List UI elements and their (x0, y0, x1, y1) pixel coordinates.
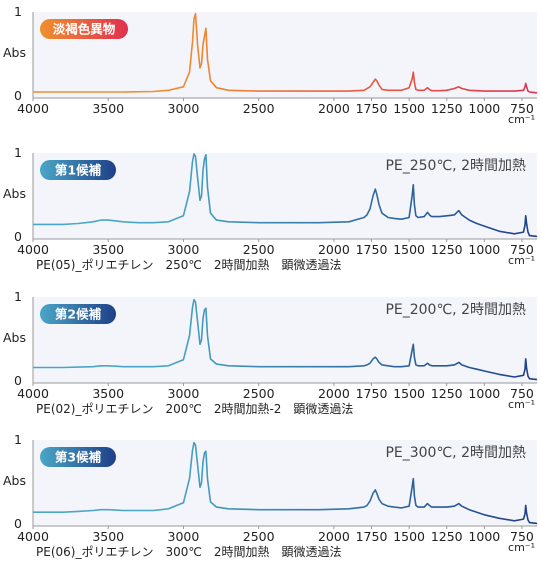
x-tick-label: 1250 (431, 242, 463, 257)
x-tick-label: 1750 (356, 242, 388, 257)
x-tick-label: 4000 (17, 386, 49, 401)
y-tick-label: 0 (14, 229, 22, 244)
x-tick-label: 4000 (17, 242, 49, 257)
x-tick-label: 1500 (393, 386, 425, 401)
x-tick-label: 4000 (17, 101, 49, 116)
x-tick-label: 2000 (318, 242, 350, 257)
x-tick-label: 1000 (468, 101, 500, 116)
x-tick-label: 750 (510, 529, 534, 544)
y-tick-label: 1 (14, 4, 22, 19)
x-tick-label: 1500 (393, 242, 425, 257)
x-tick-label: 1500 (393, 101, 425, 116)
x-axis-unit: cm⁻¹ (508, 398, 535, 411)
sample-caption: PE(02)_ポリエチレン 200℃ 2時間加熱-2 顕微透過法 (36, 402, 353, 416)
condition-label: PE_200℃, 2時間加熱 (385, 302, 526, 318)
x-tick-label: 3500 (92, 529, 124, 544)
badge-label: 第1候補 (55, 163, 102, 178)
x-tick-label: 3000 (168, 386, 200, 401)
badge (40, 160, 116, 180)
x-tick-label: 1250 (431, 386, 463, 401)
x-tick-label: 3000 (168, 242, 200, 257)
y-tick-label: 1 (14, 432, 22, 447)
sample-caption: PE(05)_ポリエチレン 250℃ 2時間加熱 顕微透過法 (36, 258, 341, 272)
x-tick-label: 750 (510, 242, 534, 257)
badge-label: 第2候補 (55, 307, 102, 322)
x-tick-label: 1000 (468, 386, 500, 401)
spectrum-panel-3: 1 0 Abs 4000 3500 3000 2500 2000 1750 1500 1250 100… (3, 289, 538, 416)
x-tick-label: 750 (510, 386, 534, 401)
y-tick-label: 0 (14, 516, 22, 531)
x-tick-label: 2000 (318, 386, 350, 401)
x-axis-unit: cm⁻¹ (508, 254, 535, 267)
spectrum-line (33, 153, 538, 238)
x-tick-label: 2000 (318, 529, 350, 544)
x-axis-unit: cm⁻¹ (508, 541, 535, 554)
y-tick-label: 0 (14, 373, 22, 388)
x-tick-label: 2500 (243, 386, 275, 401)
x-tick-label: 1250 (431, 101, 463, 116)
badge (40, 447, 116, 467)
x-tick-label: 1750 (356, 101, 388, 116)
x-axis-unit: cm⁻¹ (508, 113, 535, 126)
spectrum-panel-4: 1 0 Abs 4000 3500 3000 2500 2000 1750 1500 1250 100… (3, 432, 538, 559)
plot-background (33, 153, 537, 239)
badge (40, 304, 116, 324)
x-tick-label: 3000 (168, 101, 200, 116)
y-axis-label: Abs (3, 473, 26, 488)
x-tick-label: 2000 (318, 101, 350, 116)
y-axis-label: Abs (3, 330, 26, 345)
y-tick-label: 1 (14, 289, 22, 304)
y-axis-label: Abs (3, 45, 26, 60)
x-tick-label: 3500 (92, 386, 124, 401)
spectrum-panel-1: 1 0 Abs 4000 3500 3000 2500 2000 1750 1500 1250 100… (3, 4, 538, 126)
badge-label: 淡褐色異物 (53, 22, 116, 37)
spectrum-panel-2: 1 0 Abs 4000 3500 3000 2500 2000 1750 1500 1250 100… (3, 145, 538, 272)
plot-background (33, 297, 537, 383)
x-tick-label: 1500 (393, 529, 425, 544)
sample-caption: PE(06)_ポリエチレン 300℃ 2時間加熱 顕微透過法 (36, 545, 341, 559)
x-tick-label: 1000 (468, 529, 500, 544)
x-tick-label: 2500 (243, 101, 275, 116)
x-tick-label: 750 (510, 101, 534, 116)
y-axis-label: Abs (3, 186, 26, 201)
badge-label: 第3候補 (55, 450, 102, 465)
condition-label: PE_250℃, 2時間加熱 (385, 158, 526, 174)
y-tick-label: 0 (14, 88, 22, 103)
spectrum-line (33, 441, 538, 525)
y-tick-label: 1 (14, 145, 22, 160)
badge (40, 19, 128, 39)
x-tick-label: 1750 (356, 386, 388, 401)
x-tick-label: 3500 (92, 101, 124, 116)
x-tick-label: 4000 (17, 529, 49, 544)
x-tick-label: 2500 (243, 242, 275, 257)
plot-background (33, 440, 537, 526)
condition-label: PE_300℃, 2時間加熱 (385, 445, 526, 461)
x-tick-label: 1250 (431, 529, 463, 544)
x-tick-label: 3500 (92, 242, 124, 257)
x-tick-label: 1750 (356, 529, 388, 544)
x-tick-label: 3000 (168, 529, 200, 544)
spectrum-line (33, 12, 538, 94)
x-tick-label: 2500 (243, 529, 275, 544)
x-tick-label: 1000 (468, 242, 500, 257)
spectrum-line (33, 298, 538, 381)
